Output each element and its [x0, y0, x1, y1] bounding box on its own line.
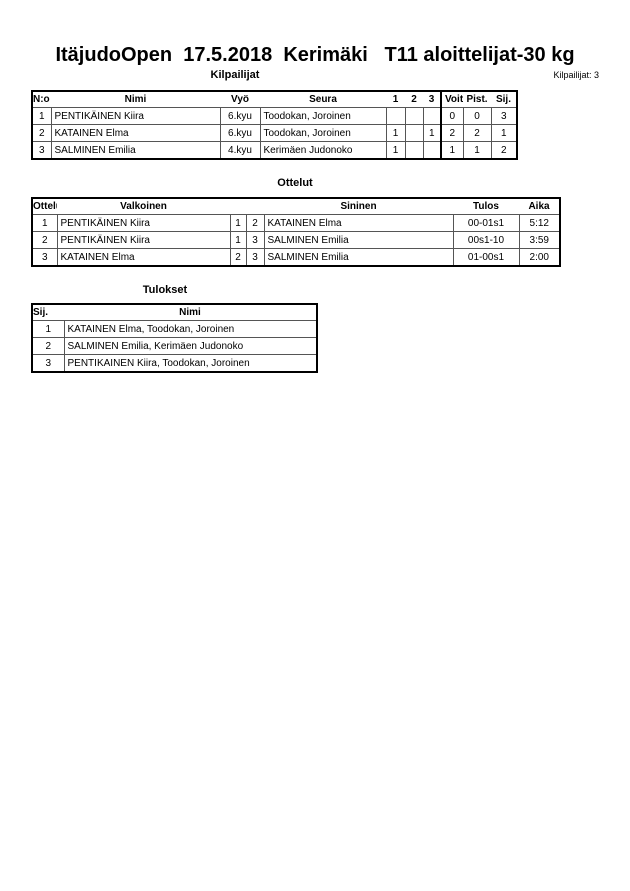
- table-cell: 1: [229, 214, 247, 232]
- table-cell: 1: [385, 124, 406, 142]
- column-header: Valkoinen: [120, 201, 167, 212]
- column-header: 3: [428, 94, 435, 105]
- table-cell: SALMINEN Emilia, Kerimäen Judonoko: [63, 337, 318, 355]
- table-cell: 2: [440, 124, 464, 142]
- table-cell: PENTIKAINEN Kiira, Toodokan, Joroinen: [63, 354, 318, 373]
- table-cell: 1: [31, 214, 58, 232]
- competitor-count: Kilpailijat: 3: [553, 70, 599, 80]
- table-cell: PENTIKÄINEN Kiira: [50, 107, 221, 125]
- table-cell: 3: [31, 248, 58, 267]
- table-cell: Kerimäen Judonoko: [259, 141, 387, 160]
- table-row: 1 PENTIKÄINEN Kiira 1 2 KATAINEN Elma 00-01s1…: [31, 214, 561, 232]
- matches-heading: Ottelut: [277, 177, 313, 189]
- table-cell: 1: [229, 231, 247, 249]
- table-cell: KATAINEN Elma: [56, 248, 231, 267]
- results-heading: Tulokset: [142, 284, 188, 296]
- column-header: Sininen: [340, 201, 377, 212]
- table-row: 3 SALMINEN Emilia 4.kyu Kerimäen Judonoko 1 1…: [31, 141, 518, 160]
- table-cell: 3: [245, 248, 265, 267]
- table-row: 3 PENTIKAINEN Kiira, Toodokan, Joroinen: [31, 354, 318, 373]
- table-cell: 01-00s1: [452, 248, 520, 267]
- table-cell: 2: [31, 124, 52, 142]
- column-header: Nimi: [124, 94, 147, 105]
- table-cell: 00s1-10: [452, 231, 520, 249]
- table-cell: 2:00: [518, 248, 561, 267]
- table-cell: 6.kyu: [219, 107, 261, 125]
- table-cell: 2: [31, 337, 65, 355]
- column-header: Ottelu: [33, 201, 57, 212]
- table-cell: PENTIKÄINEN Kiira: [56, 214, 231, 232]
- table-cell: Toodokan, Joroinen: [259, 124, 387, 142]
- table-cell: 1: [422, 124, 442, 142]
- table-cell: SALMINEN Emilia: [263, 248, 454, 267]
- header-row: N:o Nimi Vyö Seura 1 23 Voit.Pist. Sij.: [32, 91, 517, 108]
- table-row: 2 KATAINEN Elma 6.kyu Toodokan, Joroinen 1 1 2…: [31, 124, 518, 142]
- column-header: [230, 198, 246, 215]
- table-cell: [422, 141, 442, 160]
- table-cell: 0: [440, 107, 464, 125]
- table-cell: KATAINEN Elma: [50, 124, 221, 142]
- table-cell: 3:59: [518, 231, 561, 249]
- table-cell: PENTIKÄINEN Kiira: [56, 231, 231, 249]
- table-cell: [404, 107, 424, 125]
- table-cell: 2: [462, 124, 492, 142]
- column-header: Tulos: [473, 201, 499, 212]
- column-header: Sij.: [495, 94, 511, 105]
- competitors-heading: Kilpailijat: [210, 69, 260, 81]
- header-row: Ottelu Valkoinen Sininen Tulos Aika: [32, 198, 560, 215]
- column-header: Nimi: [179, 307, 201, 318]
- results-table: Sij. Nimi 1 KATAINEN Elma, Toodokan, Joroin…: [31, 303, 318, 373]
- table-cell: 00-01s1: [452, 214, 520, 232]
- table-row: 1 PENTIKÄINEN Kiira 6.kyu Toodokan, Joroine…: [31, 107, 518, 125]
- column-header: Pist.: [466, 94, 488, 105]
- page-title: ItäjudoOpen 17.5.2018 Kerimäki T11 aloit…: [55, 44, 575, 66]
- table-row: 2 SALMINEN Emilia, Kerimäen Judonoko: [31, 337, 318, 355]
- table-cell: 2: [490, 141, 518, 160]
- table-cell: SALMINEN Emilia: [263, 231, 454, 249]
- table-cell: 3: [245, 231, 265, 249]
- table-row: 3 KATAINEN Elma 2 3 SALMINEN Emilia 01-00s1 2:…: [31, 248, 561, 267]
- table-cell: [422, 107, 442, 125]
- table-cell: SALMINEN Emilia: [50, 141, 221, 160]
- table-cell: 0: [462, 107, 492, 125]
- table-cell: 2: [31, 231, 58, 249]
- table-cell: [404, 141, 424, 160]
- table-cell: 1: [31, 107, 52, 125]
- column-header: Sij.: [33, 307, 49, 318]
- table-cell: KATAINEN Elma: [263, 214, 454, 232]
- table-cell: 2: [229, 248, 247, 267]
- table-cell: 3: [490, 107, 518, 125]
- table-cell: 1: [440, 141, 464, 160]
- column-header: [246, 198, 264, 215]
- column-header: Aika: [528, 201, 550, 212]
- table-row: 2 PENTIKÄINEN Kiira 1 3 SALMINEN Emilia 00s1-…: [31, 231, 561, 249]
- matches-table: Ottelu Valkoinen Sininen Tulos Aika 1PENTIKÄI…: [31, 197, 561, 267]
- column-header: Voit.: [440, 91, 463, 108]
- table-cell: 5:12: [518, 214, 561, 232]
- column-header: 1: [392, 94, 399, 105]
- table-cell: 3: [31, 354, 65, 373]
- column-header: 2: [411, 94, 417, 105]
- competitors-table: N:oNimiVyöSeura123Voit.Pist.Sij.1PENTIKÄ…: [31, 90, 518, 160]
- column-header: Vyö: [231, 94, 249, 105]
- table-cell: 1: [462, 141, 492, 160]
- table-cell: [404, 124, 424, 142]
- table-cell: 1: [31, 320, 65, 338]
- column-header: N:o: [33, 94, 50, 105]
- header-row: Sij. Nimi: [32, 304, 317, 321]
- table-cell: 3: [31, 141, 52, 160]
- table-cell: 4.kyu: [219, 141, 261, 160]
- table-cell: Toodokan, Joroinen: [259, 107, 387, 125]
- table-cell: 1: [490, 124, 518, 142]
- table-cell: 2: [245, 214, 265, 232]
- table-cell: 6.kyu: [219, 124, 261, 142]
- table-cell: 1: [385, 141, 406, 160]
- table-row: 1 KATAINEN Elma, Toodokan, Joroinen: [31, 320, 318, 338]
- table-cell: [385, 107, 406, 125]
- table-cell: KATAINEN Elma, Toodokan, Joroinen: [63, 320, 318, 338]
- column-header: Seura: [309, 94, 337, 105]
